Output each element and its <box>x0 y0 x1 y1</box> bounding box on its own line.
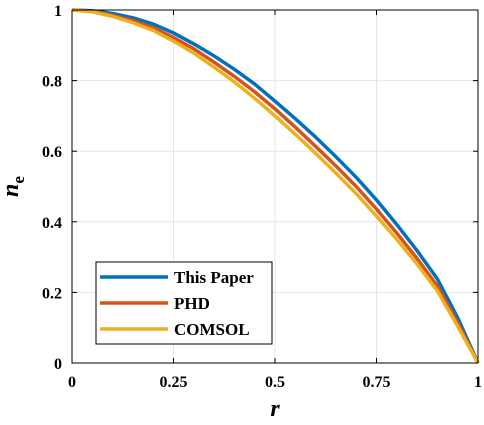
y-axis-label: ne <box>0 176 28 197</box>
legend-label: COMSOL <box>174 320 250 339</box>
x-axis-label: r <box>270 396 280 422</box>
legend: This Paper PHD COMSOL <box>95 261 273 345</box>
tick-marks <box>71 9 479 364</box>
y-tick-label: 1 <box>54 3 62 20</box>
y-tick-labels: 0 0.2 0.4 0.6 0.8 1 <box>42 3 62 373</box>
y-tick-label: 0.8 <box>42 74 62 91</box>
legend-label: PHD <box>174 294 210 313</box>
y-tick-label: 0.4 <box>42 215 62 232</box>
x-tick-label: 0.25 <box>160 374 188 391</box>
y-tick-label: 0.6 <box>42 144 62 161</box>
series-line-1 <box>71 8 480 364</box>
y-axis-label-main: n <box>0 184 24 197</box>
series-line-2 <box>71 8 480 364</box>
x-tick-label: 1 <box>474 374 482 391</box>
y-tick-label: 0.2 <box>42 285 62 302</box>
x-tick-label: 0.75 <box>363 374 391 391</box>
series-line-0 <box>71 8 480 364</box>
y-axis-label-subscript: e <box>9 176 28 184</box>
x-tick-labels: 0 0.25 0.5 0.75 1 <box>68 374 482 391</box>
legend-label: This Paper <box>174 268 254 287</box>
y-tick-label: 0 <box>54 356 62 373</box>
series-lines <box>71 8 480 364</box>
x-tick-label: 0.5 <box>265 374 285 391</box>
x-tick-label: 0 <box>68 374 76 391</box>
